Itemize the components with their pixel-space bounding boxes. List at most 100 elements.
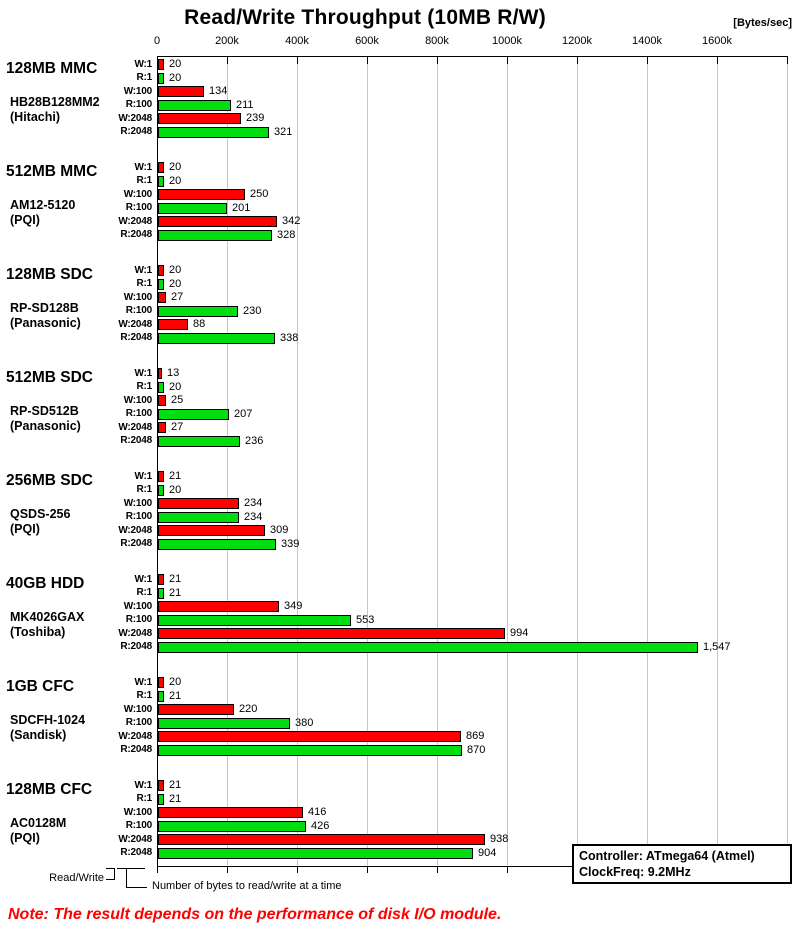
axis-tick-mark-bottom: [297, 866, 298, 873]
connector-elbow-bytes-vertical: [126, 868, 127, 888]
bar-value-label: 239: [246, 112, 265, 124]
bar-value-label: 21: [169, 779, 182, 791]
bar-value-label: 21: [169, 586, 182, 599]
bar: [158, 628, 505, 639]
connector-elbow-rw-horizontal: [106, 879, 115, 880]
connector-underline-bytes: [117, 868, 145, 869]
bar-row-label: R:2048: [120, 126, 152, 137]
bar-row-label: W:1: [134, 264, 152, 276]
bar-row-label: W:100: [123, 497, 152, 509]
device-maker: (PQI): [10, 213, 40, 227]
bar: [158, 704, 234, 715]
bar-row-label: R:2048: [120, 332, 152, 343]
device-model: RP-SD512B: [10, 404, 79, 418]
bar: [158, 175, 164, 187]
bar: [158, 278, 164, 290]
axis-tick-mark-top: [437, 56, 438, 64]
bar-value-label: 416: [308, 806, 327, 818]
connector-elbow-bytes-horizontal: [126, 887, 147, 888]
bar-row-label: W:2048: [118, 215, 152, 227]
bar-row-label: R:100: [125, 820, 152, 831]
axis-tick-mark-bottom: [157, 866, 158, 873]
gridline: [717, 57, 718, 866]
bar-value-label: 994: [510, 627, 529, 639]
controller-info-box: Controller: ATmega64 (Atmel) ClockFreq: …: [572, 844, 792, 884]
device-name: 128MB SDC: [6, 266, 93, 283]
bar-row-label: R:2048: [120, 435, 152, 446]
bar: [158, 319, 188, 330]
bar-value-label: 27: [171, 421, 184, 433]
bar: [158, 574, 164, 585]
bar-value-label: 20: [169, 174, 182, 187]
axis-tick-label: 600k: [355, 35, 379, 47]
device-model: AM12-5120: [10, 198, 76, 212]
bar: [158, 538, 276, 550]
bar-value-label: 13: [167, 367, 180, 379]
device-name: 128MB MMC: [6, 60, 98, 77]
bar: [158, 525, 265, 536]
bar: [158, 471, 164, 482]
bar: [158, 511, 239, 523]
bar: [158, 601, 279, 612]
bar: [158, 793, 164, 805]
bar-value-label: 20: [169, 277, 182, 290]
x-axis-line-bottom: [157, 866, 787, 867]
bar-value-label: 20: [169, 676, 182, 688]
bar-value-label: 21: [169, 689, 182, 702]
bar-value-label: 339: [281, 537, 300, 550]
bar-value-label: 230: [243, 304, 262, 317]
bar: [158, 265, 164, 276]
device-model: MK4026GAX: [10, 610, 85, 624]
gridline: [787, 57, 788, 866]
gridline: [227, 57, 228, 866]
bar-value-label: 20: [169, 161, 182, 173]
bar-row-label: R:100: [125, 511, 152, 522]
bar-value-label: 870: [467, 743, 486, 756]
device-name: 40GB HDD: [6, 575, 85, 592]
axis-tick-label: 400k: [285, 35, 309, 47]
bar-row-label: R:1: [136, 381, 152, 392]
device-name: 512MB MMC: [6, 163, 98, 180]
device-maker: (Toshiba): [10, 625, 66, 639]
bar: [158, 847, 473, 859]
gridline: [577, 57, 578, 866]
bar-value-label: 207: [234, 407, 253, 420]
bar: [158, 641, 698, 653]
bar-value-label: 134: [209, 85, 228, 97]
bar-row-label: W:1: [134, 470, 152, 482]
bar: [158, 59, 164, 70]
bar-row-label: W:100: [123, 600, 152, 612]
bar-value-label: 904: [478, 846, 497, 859]
bar-row-label: W:2048: [118, 833, 152, 845]
axis-tick-mark-top: [297, 56, 298, 64]
axis-tick-mark-top: [507, 56, 508, 64]
bar-value-label: 234: [244, 497, 263, 509]
axis-tick-mark-bottom: [507, 866, 508, 873]
bar-row-label: R:100: [125, 202, 152, 213]
bar-value-label: 342: [282, 215, 301, 227]
bar-row-label: W:100: [123, 291, 152, 303]
bar-value-label: 25: [171, 394, 184, 406]
device-model: QSDS-256: [10, 507, 71, 521]
gridline: [437, 57, 438, 866]
connector-underline-rw: [106, 868, 115, 869]
device-maker: (PQI): [10, 831, 40, 845]
bar-value-label: 938: [490, 833, 509, 845]
bar-row-label: R:1: [136, 690, 152, 701]
bar-row-label: R:100: [125, 717, 152, 728]
axis-tick-mark-top: [367, 56, 368, 64]
bar: [158, 368, 162, 379]
device-name: 256MB SDC: [6, 472, 93, 489]
bar-value-label: 220: [239, 703, 258, 715]
bar-value-label: 21: [169, 792, 182, 805]
device-maker: (Panasonic): [10, 316, 81, 330]
controller-line: Controller: ATmega64 (Atmel): [579, 849, 755, 863]
bar-row-label: W:2048: [118, 112, 152, 124]
device-maker: (Sandisk): [10, 728, 67, 742]
bar: [158, 189, 245, 200]
bar-row-label: W:100: [123, 703, 152, 715]
bar-row-label: W:1: [134, 573, 152, 585]
bar-row-label: R:1: [136, 587, 152, 598]
device-maker: (Panasonic): [10, 419, 81, 433]
